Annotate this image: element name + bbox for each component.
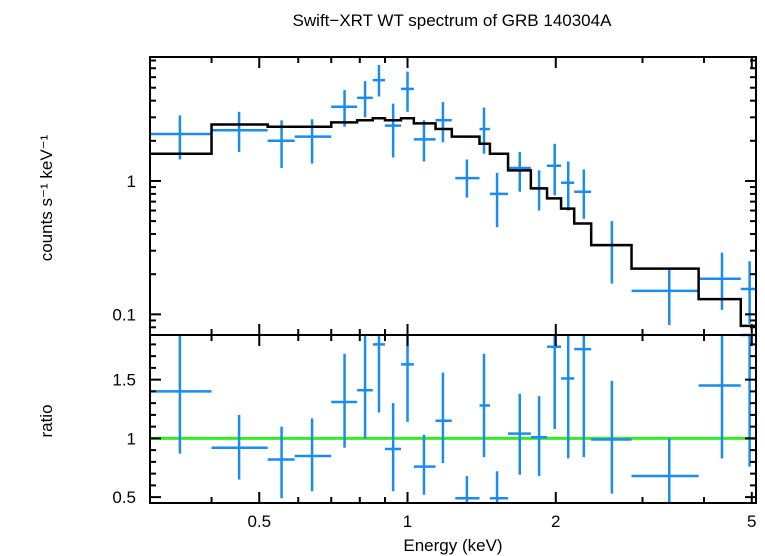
spectrum-data-point (372, 65, 385, 97)
ratio-data-point (479, 353, 490, 458)
spectrum-data-point (591, 221, 632, 284)
ratio-data-point (435, 372, 452, 464)
top-y-axis-label: counts s⁻¹ keV⁻¹ (37, 134, 56, 261)
ratio-data-point (384, 403, 402, 492)
ratio-data-point (508, 393, 531, 475)
bottom-panel: 0.5 1 1.5 0.5 1 2 5 (112, 333, 757, 531)
top-y-tick-label: 0.1 (112, 305, 136, 324)
spectrum-data-point (150, 115, 212, 160)
x-tick-label: 2 (551, 512, 560, 531)
spectrum-data-point (267, 120, 295, 169)
ratio-data-point (631, 438, 699, 503)
ratio-data-point (150, 335, 212, 454)
x-tick-label: 0.5 (247, 512, 271, 531)
ratio-data-point (547, 335, 562, 429)
x-tick-label: 5 (747, 512, 756, 531)
spectrum-data-point (384, 103, 402, 158)
spectrum-data-point (698, 252, 741, 310)
bottom-y-tick-label: 0.5 (112, 488, 136, 507)
ratio-data-point (331, 353, 358, 448)
ratio-data-point (267, 426, 295, 499)
ratio-data-point (530, 396, 548, 476)
ratio-data-point (294, 418, 332, 492)
spectrum-data-point (413, 120, 436, 162)
chart-title: Swift−XRT WT spectrum of GRB 140304A (293, 11, 613, 30)
ratio-data-point (561, 335, 575, 459)
spectrum-data-point (547, 143, 562, 196)
x-axis-label: Energy (keV) (403, 536, 502, 555)
ratio-data-point (574, 335, 592, 458)
bottom-y-axis-label: ratio (37, 404, 56, 437)
ratio-data-point (591, 380, 632, 494)
spectrum-data-point (357, 81, 373, 118)
ratio-data-point (401, 335, 414, 422)
ratio-data-point (698, 335, 741, 459)
spectrum-data-point (331, 90, 358, 127)
x-tick-label: 1 (403, 512, 412, 531)
top-y-tick-label: 1 (127, 172, 136, 191)
bottom-plot-frame (149, 334, 757, 504)
bottom-y-tick-label: 1 (127, 429, 136, 448)
ratio-data-point (357, 335, 373, 439)
spectrum-data-point (508, 151, 531, 192)
ratio-data-point (372, 335, 385, 413)
spectrum-data-point (574, 169, 592, 219)
model-step-line (150, 117, 756, 328)
ratio-data-point (413, 434, 436, 495)
spectrum-data-point (211, 111, 268, 152)
spectrum-data-point (561, 161, 575, 211)
spectrum-data-point (530, 170, 548, 211)
bottom-y-tick-label: 1.5 (112, 371, 136, 390)
top-plot-frame (149, 56, 757, 336)
ratio-data-point (455, 475, 480, 503)
spectrum-data-point (631, 268, 699, 326)
spectrum-data-point (435, 102, 452, 143)
top-panel: 0.11 (112, 56, 757, 336)
ratio-data-point (489, 471, 509, 503)
spectrum-data-point (740, 261, 756, 324)
spectrum-data-point (479, 107, 490, 154)
spectrum-data-point (401, 71, 414, 112)
ratio-data-point (211, 414, 268, 480)
spectrum-data-point (489, 172, 509, 228)
ratio-data-point (740, 333, 756, 467)
spectrum-data-point (455, 159, 480, 198)
